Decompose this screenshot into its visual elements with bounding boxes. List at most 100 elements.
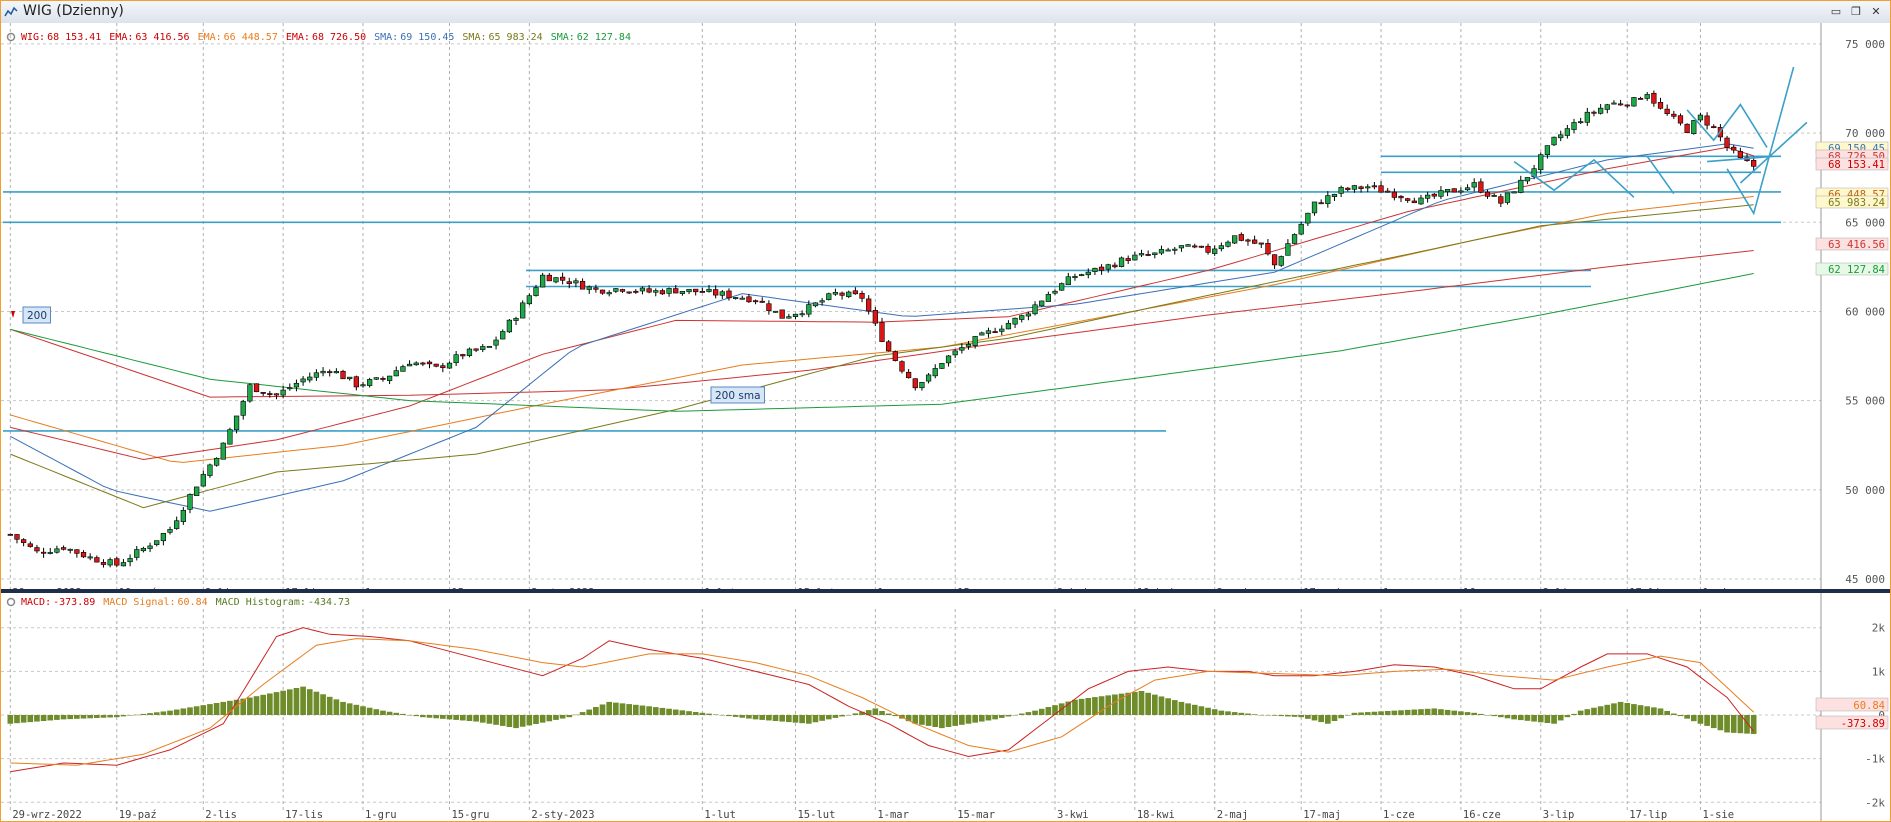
histogram-bar [353,704,360,715]
candle-down [253,383,260,393]
restore-icon[interactable]: ❐ [1851,5,1861,18]
candle-up [925,374,932,382]
candle-up [413,362,419,366]
candle [426,360,433,369]
candle-down [1431,193,1437,197]
candle-down [713,289,719,296]
candle [373,377,379,381]
candle-up [1598,107,1604,114]
candle-up [606,292,612,295]
minimize-icon[interactable]: ▭ [1830,5,1842,18]
legend-entry: WIG: 68 153.41 [21,32,105,43]
histogram-bar [666,708,672,715]
candle [400,364,406,372]
macd-date-tick-label: 2-sty-2023 [531,809,594,821]
candle-up [1178,245,1185,249]
candle-down [267,393,273,396]
legend-entry: EMA: 68 726.50 [286,32,370,43]
histogram-bar [1611,703,1617,715]
candle [333,368,340,374]
candle-up [1444,189,1451,193]
candle [420,361,426,367]
candle [766,300,772,315]
candle [1724,135,1730,152]
candle [1152,252,1158,259]
candle-down [599,289,606,294]
histogram-bar [533,715,539,724]
candle [713,285,719,299]
settings-gear-icon[interactable] [5,597,17,607]
candle [1651,90,1657,107]
candle [167,526,173,535]
histogram-bar [87,715,94,719]
candle [207,463,213,478]
histogram-bar [1418,709,1424,715]
candle [959,343,965,354]
candle [1132,251,1138,261]
candle-up [1092,267,1098,272]
candle [1158,245,1165,256]
histogram-bar [553,715,559,720]
settings-gear-icon[interactable] [5,32,17,42]
candle-down [759,300,765,303]
candle [74,549,80,558]
macd-date-tick-label: 15-mar [957,809,995,821]
candle-up [1544,145,1551,156]
candle [307,372,313,383]
histogram-bar [1644,706,1651,715]
histogram-bar [805,715,812,724]
candle [1331,193,1338,201]
candle [1478,178,1484,194]
panel-divider[interactable] [1,589,1890,593]
histogram-bar [972,715,978,723]
candle [1611,100,1617,105]
candle-up [1052,290,1058,294]
candle-down [1478,181,1484,193]
candle-down [1198,245,1205,248]
chart-annotations: 200 200 sma [11,306,765,404]
legend-value: 69 150.45 [400,32,455,43]
candle-down [1671,113,1677,117]
histogram-bar [360,706,366,715]
candle-up [194,486,200,496]
histogram-bar [1684,715,1690,719]
macd-date-tick-label: 3-kwi [1057,809,1089,821]
candle [1684,123,1690,134]
candle-up [1604,104,1610,110]
candle [846,290,852,299]
candle [1012,317,1018,328]
histogram-bar [1710,715,1717,729]
trend-line [1726,66,1795,216]
candle-up [1232,235,1238,244]
title-bar[interactable]: WIG (Dzienny) ▭ ❐ ✕ [1,1,1890,24]
candle [939,362,945,370]
trend-line [1646,155,1675,195]
histogram-bar [1318,715,1324,723]
histogram-bar [1478,713,1484,715]
candle-down [1617,103,1624,106]
trend-line [1513,158,1635,198]
histogram-bar [193,706,200,715]
candle-up [307,376,313,381]
histogram-bar [60,715,67,720]
macd-tick-label: 2k [1872,622,1886,635]
legend-value: 63 416.56 [135,32,190,43]
histogram-bar [619,703,626,715]
candle [14,534,20,544]
histogram-bar [400,713,406,715]
candle [673,285,679,294]
candle-up [167,529,173,533]
histogram-bar [1411,709,1418,715]
candle-down [1484,191,1491,197]
candle [613,288,619,293]
candle-up [679,290,686,294]
legend-entry: MACD Histogram: -434.73 [216,597,354,608]
candle-down [340,370,346,380]
candle-down [1245,239,1251,242]
histogram-bar [519,715,526,727]
candle [380,376,386,382]
candle [1398,195,1404,203]
chart-canvas[interactable]: 45 000 50 000 55 000 60 000 65 000 70 000 75 0… [1,23,1890,821]
candle [160,532,166,546]
close-icon[interactable]: ✕ [1871,5,1881,18]
